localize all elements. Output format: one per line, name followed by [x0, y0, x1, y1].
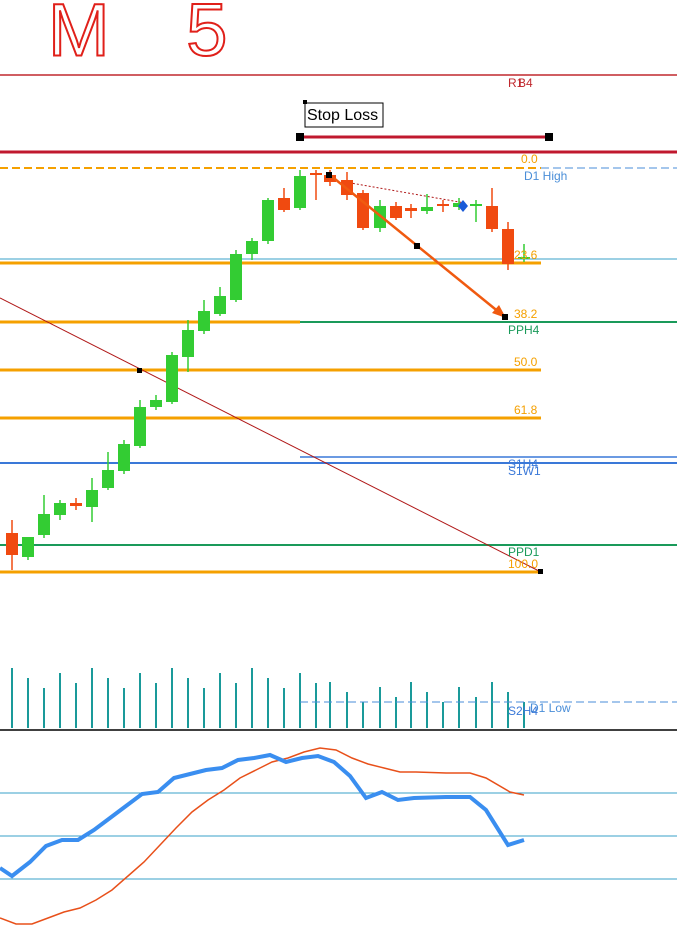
level-label: PPH4: [508, 323, 540, 337]
handle: [296, 133, 304, 141]
label-box: [304, 102, 384, 128]
candle-body: [470, 204, 482, 206]
candle-body: [6, 533, 18, 555]
candle-body: [38, 514, 50, 535]
fib-label: 38.2: [514, 307, 538, 321]
handle: [545, 133, 553, 141]
candle-body: [214, 296, 226, 314]
candle-body: [502, 229, 514, 264]
candle-body: [421, 207, 433, 211]
candle-body: [518, 257, 530, 259]
candle-body: [437, 204, 449, 206]
level-label: S2H4: [508, 704, 538, 718]
stop-loss-label: Stop Loss: [307, 107, 378, 124]
level-label: D1 Low: [530, 701, 571, 715]
candle-body: [166, 355, 178, 402]
handle: [137, 368, 142, 373]
candle-body: [182, 330, 194, 357]
fib-label: 0.0: [521, 152, 538, 166]
candle-body: [230, 254, 242, 300]
level-label: R1: [508, 76, 524, 90]
candle-body: [22, 537, 34, 557]
candle-body: [324, 175, 336, 182]
candle-body: [118, 444, 130, 471]
handle: [414, 243, 420, 249]
handle: [538, 569, 543, 574]
candle-body: [486, 206, 498, 229]
handle: [502, 314, 508, 320]
candle-body: [134, 407, 146, 446]
candle-body: [294, 176, 306, 208]
candle-body: [86, 490, 98, 507]
candle-body: [262, 200, 274, 241]
fib-label: 50.0: [514, 355, 538, 369]
level-label: D1 High: [524, 169, 567, 183]
fib-label: 23.6: [514, 248, 538, 262]
candles: [6, 170, 530, 570]
handle: [303, 100, 307, 104]
candle-body: [310, 173, 322, 175]
handle: [326, 172, 332, 178]
candle-body: [150, 400, 162, 407]
dotted-line: [344, 181, 466, 204]
level-label: S1W1: [508, 464, 541, 478]
volume: [11, 668, 525, 728]
candle-body: [198, 311, 210, 331]
marker: [458, 200, 468, 212]
fib-label: 61.8: [514, 403, 538, 417]
level-label: B4: [518, 76, 533, 90]
candle-body: [390, 206, 402, 218]
indicator-signal: [0, 747, 525, 925]
candle-body: [357, 193, 369, 228]
candle-body: [70, 503, 82, 506]
candle-body: [54, 503, 66, 515]
timeframe-annotation: M 5: [48, 0, 255, 72]
level-label: S1H4: [508, 457, 538, 471]
fib-label: 100.0: [508, 557, 538, 571]
candle-body: [246, 241, 258, 254]
level-label: PPD1: [508, 545, 540, 559]
candle-body: [278, 198, 290, 210]
candle-body: [405, 208, 417, 211]
candle-body: [102, 470, 114, 488]
indicator-main: [0, 752, 525, 879]
trend-line: [0, 297, 542, 573]
